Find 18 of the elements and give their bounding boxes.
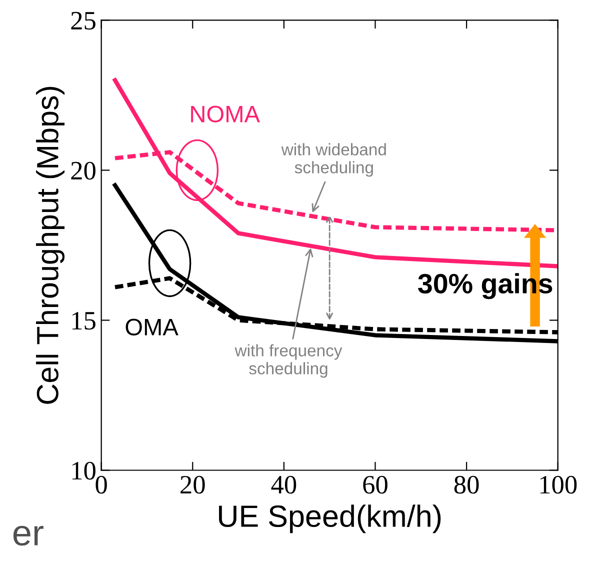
x-tick-label: 80 bbox=[454, 476, 479, 494]
annotation: NOMA bbox=[191, 106, 260, 122]
annotation: with wideband scheduling bbox=[281, 143, 386, 177]
text: er bbox=[13, 526, 44, 546]
y-axis-title: Cell Throughput (Mbps) bbox=[36, 86, 65, 404]
x-tick-label: 20 bbox=[180, 476, 205, 494]
x-tick-label: 0 bbox=[96, 476, 107, 494]
annotation: with frequency scheduling bbox=[234, 344, 342, 378]
annotation: OMA bbox=[126, 318, 178, 336]
y-tick-label: 20 bbox=[71, 162, 96, 180]
x-tick-label: 100 bbox=[540, 476, 577, 494]
line-series bbox=[112, 78, 558, 268]
x-tick-label: 40 bbox=[271, 476, 296, 494]
x-axis-title: UE Speed(km/h) bbox=[219, 504, 441, 534]
y-tick-label: 25 bbox=[71, 12, 96, 30]
x-tick-label: 60 bbox=[363, 476, 388, 494]
y-tick-label: 10 bbox=[72, 462, 96, 480]
y-tick-label: 15 bbox=[72, 312, 96, 330]
